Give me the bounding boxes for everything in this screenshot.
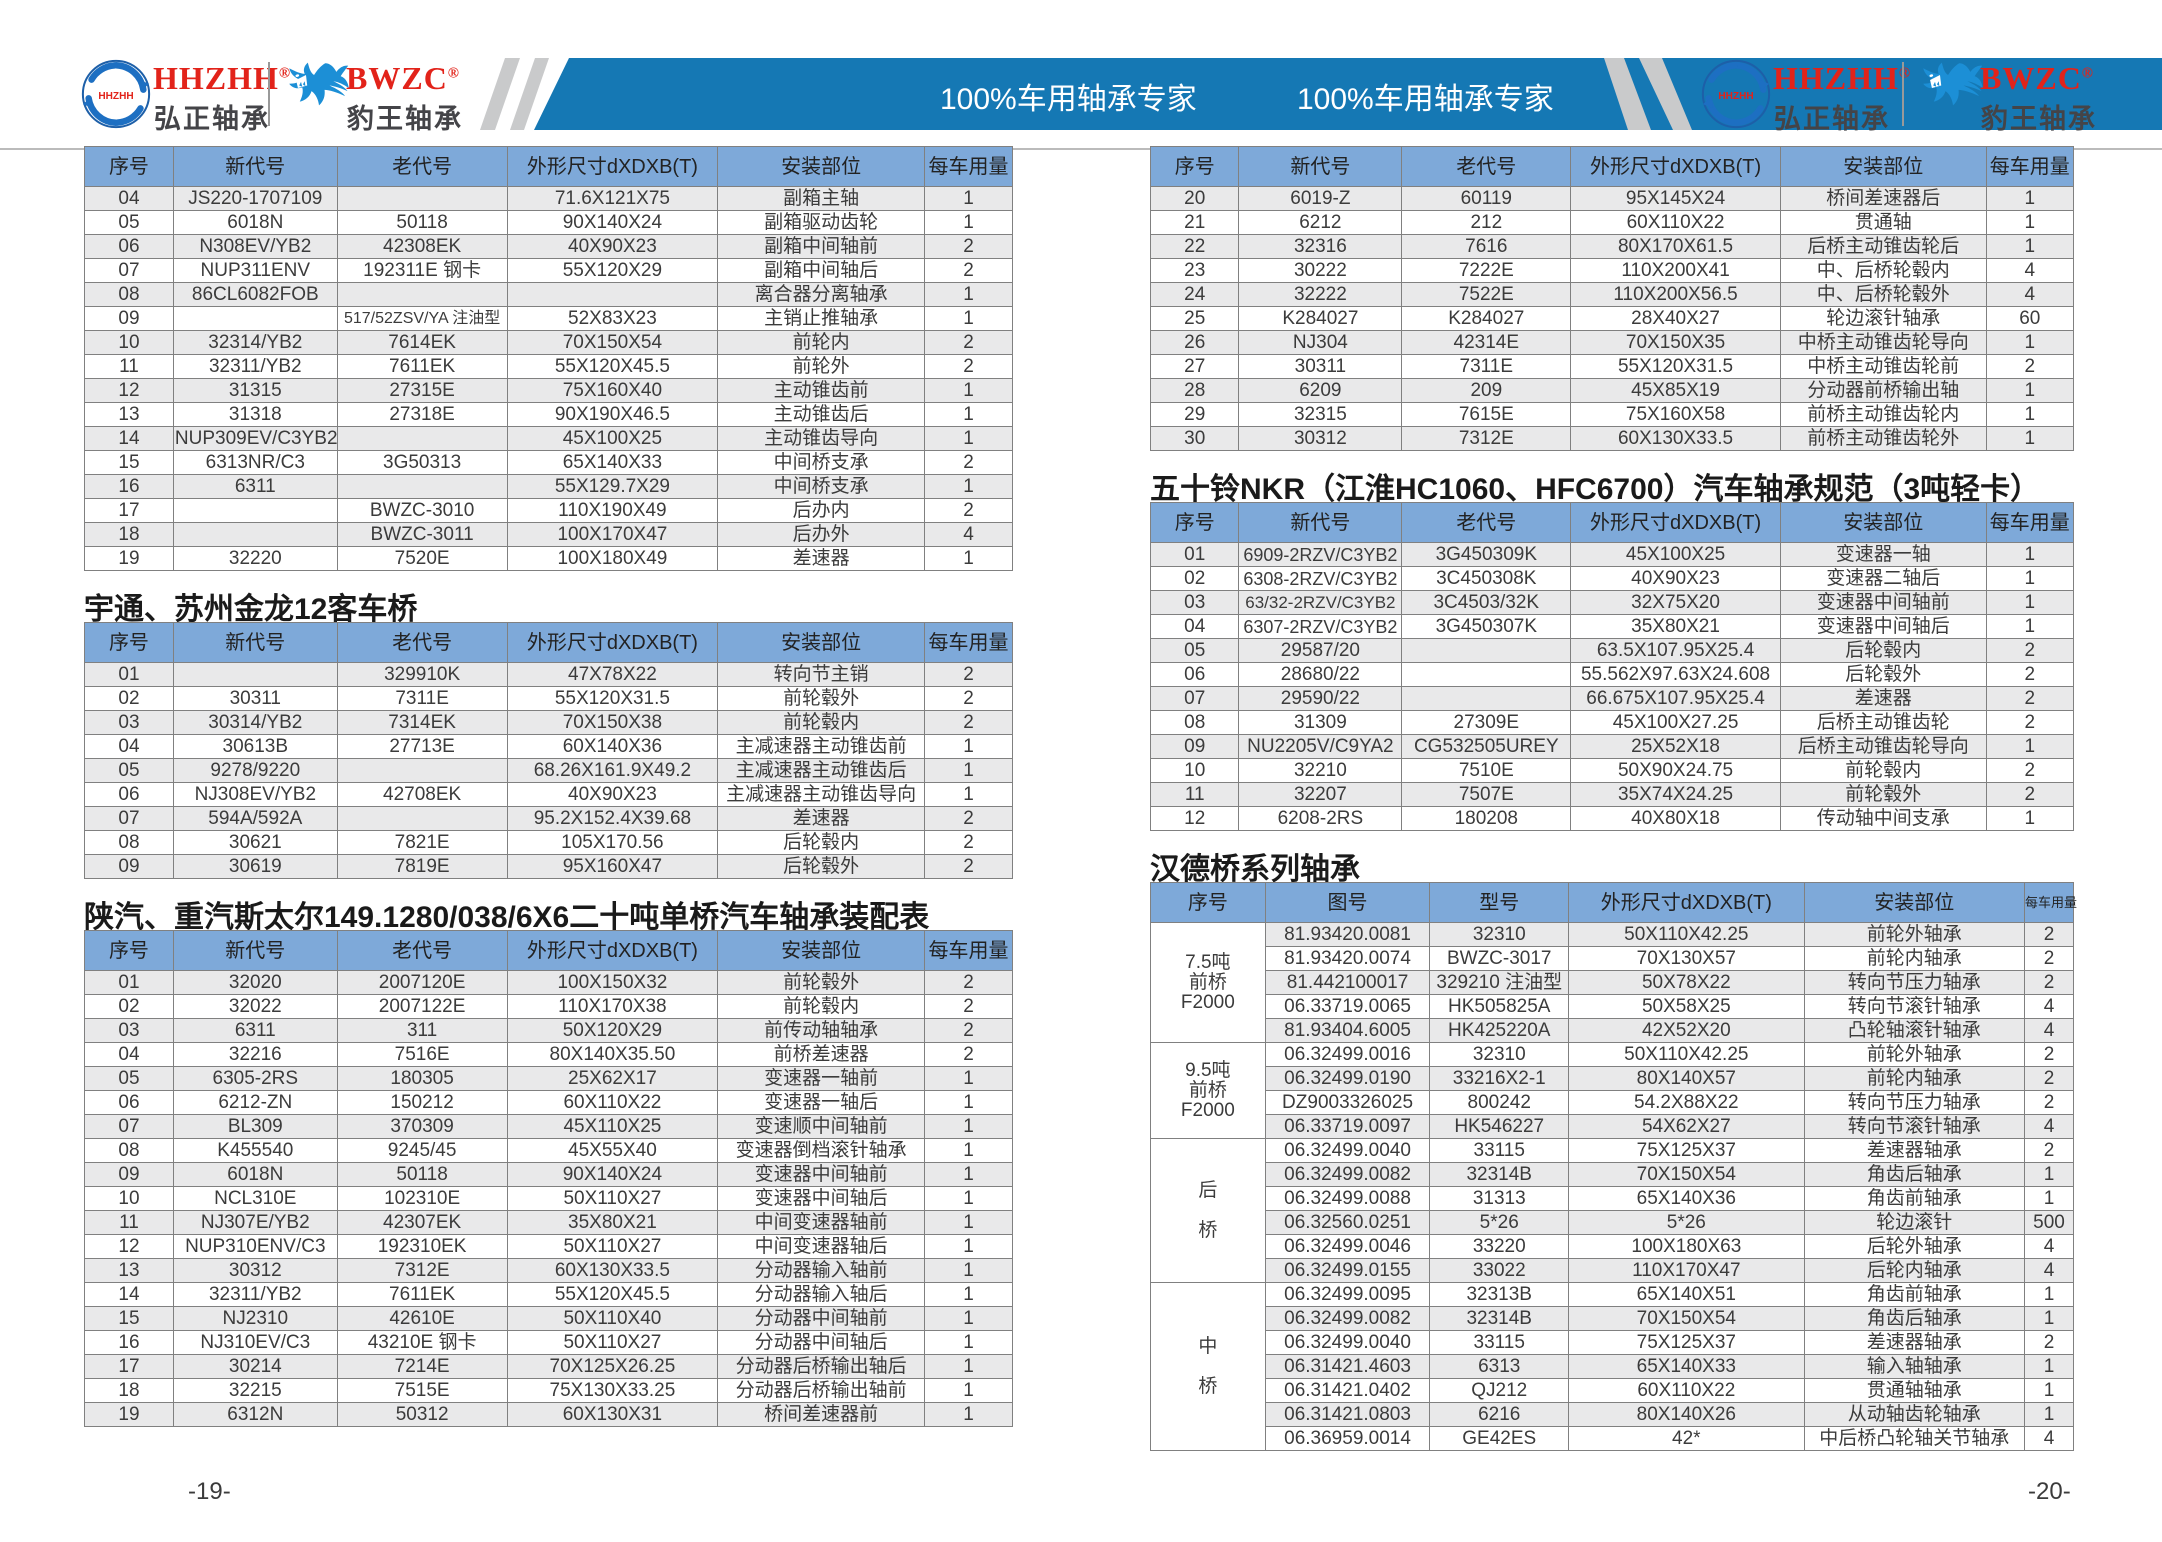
svg-text:HHZHH: HHZHH <box>1718 91 1753 102</box>
svg-text:HHZHH: HHZHH <box>98 91 133 102</box>
